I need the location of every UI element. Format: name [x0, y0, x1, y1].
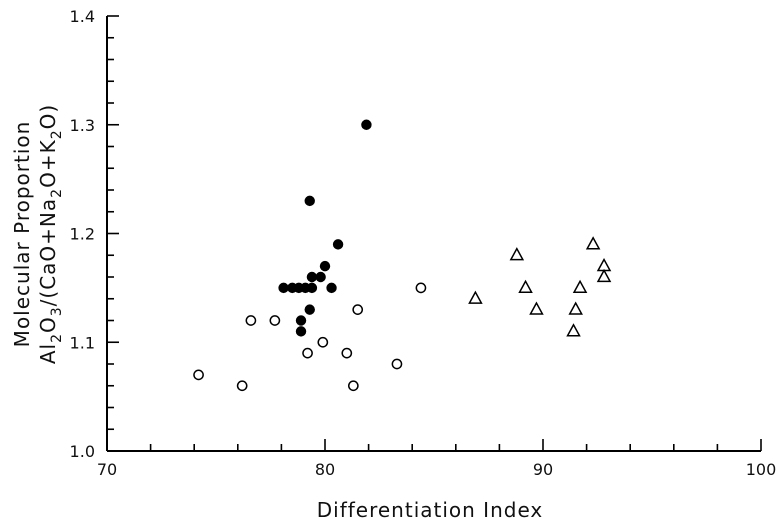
- open-circle-point: [415, 282, 427, 294]
- axes: [106, 16, 761, 452]
- open-triangle-point: [572, 279, 588, 294]
- open-circle-point: [347, 380, 359, 392]
- filled-circle-point: [319, 260, 331, 272]
- open-triangle-point: [529, 301, 544, 315]
- ticks: [106, 15, 762, 452]
- x-axis-label: Differentiation Index: [317, 498, 544, 522]
- y-label-text: /(CaO+Na: [36, 198, 60, 306]
- y-tick-label: 1.0: [70, 442, 95, 461]
- x-tick-label: 100: [746, 460, 777, 479]
- filled-circle-point: [332, 239, 344, 250]
- open-triangle-point: [468, 290, 483, 304]
- open-triangle-point: [566, 323, 581, 337]
- open-circle-point: [317, 336, 329, 348]
- filled-circle-point: [278, 282, 289, 294]
- open-circle-point: [341, 347, 353, 359]
- filled-circle-point: [306, 282, 318, 294]
- y-tick-label: 1.3: [70, 116, 95, 135]
- open-circle-point: [269, 315, 281, 326]
- y-label-subscript: 3: [49, 306, 65, 316]
- filled-circle-point: [326, 282, 337, 294]
- open-triangle-point: [568, 301, 583, 315]
- open-circle-point: [352, 304, 364, 315]
- y-tick-label: 1.4: [70, 7, 95, 26]
- filled-circle-point: [304, 304, 315, 315]
- filled-circle-point: [315, 271, 326, 283]
- open-circle-point: [391, 358, 403, 370]
- y-axis-label-line1: Molecular Proportion: [10, 121, 34, 348]
- y-axis-label: Molecular Proportion Al2O3/(CaO+Na2O+K2O…: [10, 104, 65, 364]
- y-label-text: Al: [36, 343, 60, 364]
- tick-labels: 70 80 90 100 1.0 1.1 1.2 1.3 1.4: [70, 7, 777, 479]
- open-triangle-point: [509, 247, 525, 261]
- filled-circle-point: [306, 271, 318, 283]
- y-tick-label: 1.2: [70, 225, 95, 244]
- filled-circle-point: [295, 315, 307, 326]
- open-circle-point: [245, 315, 257, 326]
- open-triangle-point: [585, 236, 601, 250]
- filled-circle-point: [295, 326, 307, 337]
- y-label-subscript: 2: [49, 188, 65, 198]
- filled-circle-point: [304, 195, 315, 207]
- y-label-text: O): [36, 104, 60, 130]
- open-triangle-point: [518, 279, 533, 294]
- x-tick-label: 80: [315, 460, 335, 479]
- open-circle-point: [193, 369, 204, 381]
- y-tick-label: 1.1: [70, 333, 95, 352]
- open-triangle-point: [596, 268, 612, 283]
- x-tick-label: 70: [97, 460, 117, 479]
- y-label-subscript: 2: [49, 333, 65, 343]
- filled-circle-point: [361, 119, 372, 130]
- x-tick-label: 90: [533, 460, 553, 479]
- y-axis-label-line2: Al2O3/(CaO+Na2O+K2O): [36, 104, 65, 364]
- open-circle-point: [302, 347, 313, 359]
- y-label-text: O+K: [36, 139, 60, 188]
- open-circle-point: [236, 380, 248, 392]
- y-label-subscript: 2: [49, 129, 65, 139]
- y-label-text: O: [36, 316, 60, 333]
- data-points: [193, 119, 612, 392]
